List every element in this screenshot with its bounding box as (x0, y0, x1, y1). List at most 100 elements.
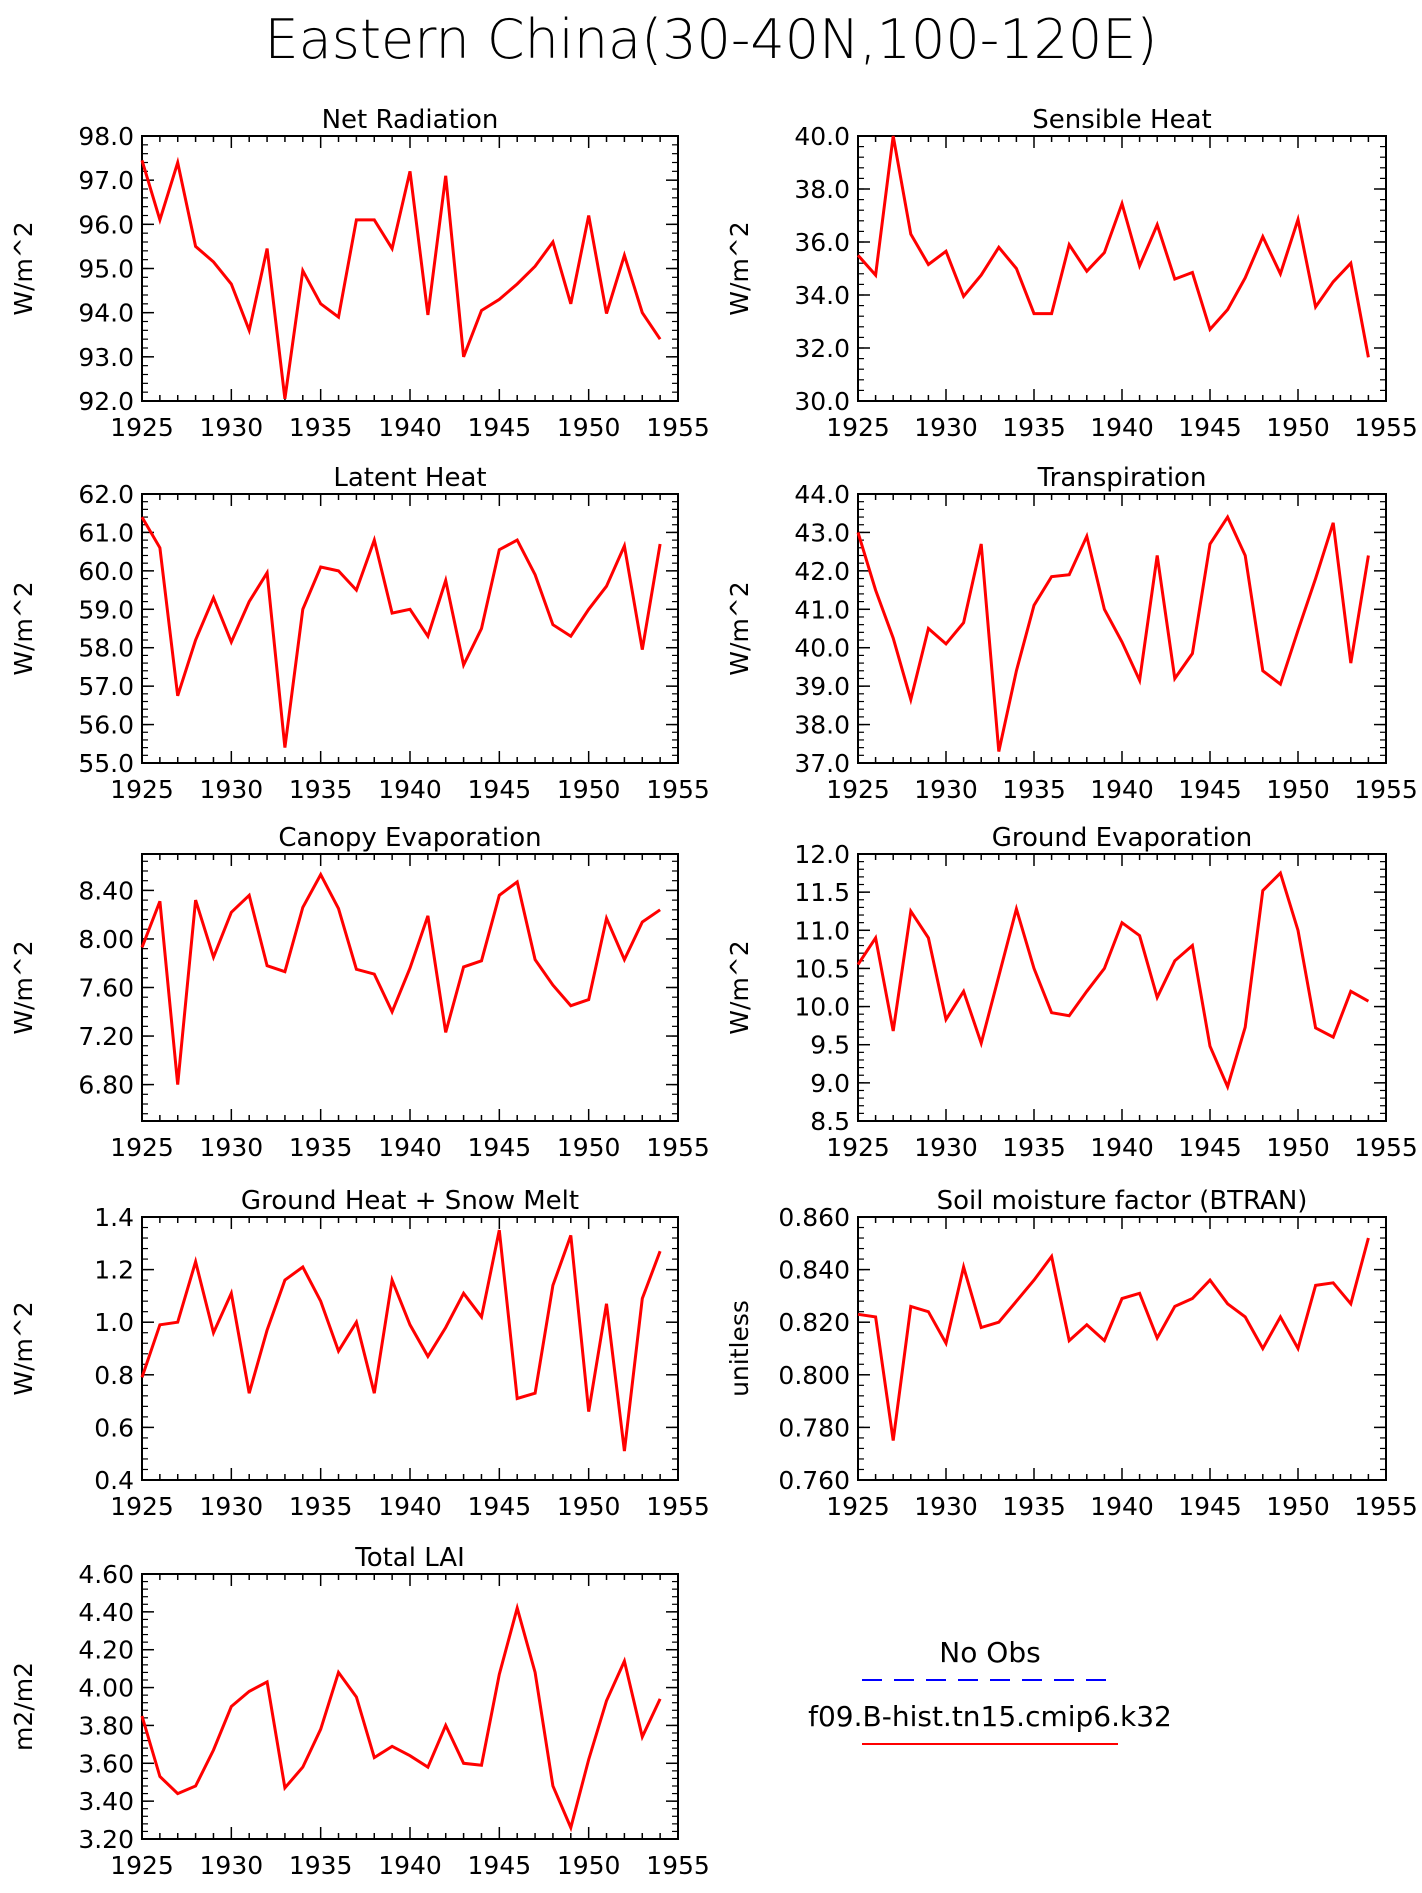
x-tick-label: 1940 (1090, 775, 1154, 804)
panel-title: Sensible Heat (1032, 105, 1211, 135)
x-tick-label: 1955 (1354, 413, 1418, 442)
y-tick-label: 3.40 (78, 1787, 134, 1816)
plot-frame (141, 1573, 679, 1840)
x-tick-label: 1940 (378, 1133, 442, 1162)
y-axis-label: W/m^2 (725, 940, 754, 1034)
panel-total-lai: Total LAI m2/m2 1925 1930 1935 1940 1945 1950 19… (9, 1543, 710, 1880)
x-tick-label: 1940 (1090, 413, 1154, 442)
x-tick-label: 1930 (914, 413, 978, 442)
series-line-ground-heat-snow-melt (140, 1229, 662, 1452)
y-tick-label: 94.0 (78, 299, 134, 328)
y-tick-label: 40.0 (794, 634, 850, 663)
y-tick-label: 1.4 (94, 1203, 134, 1232)
x-tick-label: 1945 (1178, 1492, 1242, 1521)
y-axis-label: W/m^2 (9, 1301, 38, 1395)
y-tick-label: 4.20 (78, 1636, 134, 1665)
x-tick-label: 1950 (557, 1851, 621, 1880)
x-tick-label: 1930 (914, 1133, 978, 1162)
y-tick-label: 1.0 (94, 1308, 134, 1337)
y-tick-label: 62.0 (78, 480, 134, 509)
x-tick-label: 1925 (110, 1492, 174, 1521)
y-tick-label: 0.820 (778, 1308, 850, 1337)
x-tick-label: 1925 (826, 413, 890, 442)
panel-title: Canopy Evaporation (278, 823, 541, 853)
y-tick-label: 0.6 (94, 1413, 134, 1442)
y-tick-label: 60.0 (78, 557, 134, 586)
panel-title: Soil moisture factor (BTRAN) (937, 1186, 1308, 1216)
legend-label-model: f09.B-hist.tn15.cmip6.k32 (808, 1700, 1172, 1733)
y-tick-label: 3.80 (78, 1711, 134, 1740)
y-tick-label: 92.0 (78, 387, 134, 416)
panel-canopy-evaporation: Canopy Evaporation W/m^2 1925 1930 1935 1940 1… (9, 823, 710, 1162)
y-tick-label: 43.0 (794, 518, 850, 547)
panel-soil-moisture-factor-btran: Soil moisture factor (BTRAN) unitless 1925… (725, 1186, 1418, 1521)
y-tick-label: 98.0 (78, 122, 134, 151)
x-tick-label: 1925 (826, 1133, 890, 1162)
x-tick-label: 1950 (557, 413, 621, 442)
plot-frame (857, 1216, 1387, 1481)
x-tick-label: 1955 (1354, 1133, 1418, 1162)
panel-title: Ground Evaporation (992, 823, 1252, 853)
x-tick-label: 1940 (1090, 1133, 1154, 1162)
series-line-canopy-evaporation (140, 871, 661, 1085)
x-tick-label: 1950 (1266, 775, 1330, 804)
y-axis-label: W/m^2 (9, 940, 38, 1034)
plot-frame (141, 493, 679, 764)
y-tick-label: 44.0 (794, 480, 850, 509)
y-tick-label: 0.4 (94, 1466, 134, 1495)
y-tick-label: 6.80 (78, 1071, 134, 1100)
y-tick-label: 4.00 (78, 1674, 134, 1703)
x-tick-label: 1930 (200, 1492, 264, 1521)
x-tick-label: 1935 (1002, 1133, 1066, 1162)
x-tick-label: 1955 (646, 775, 710, 804)
x-tick-label: 1935 (289, 1492, 353, 1521)
x-tick-label: 1925 (826, 775, 890, 804)
y-tick-label: 10.0 (794, 993, 850, 1022)
y-tick-label: 34.0 (794, 281, 850, 310)
y-tick-label: 37.0 (794, 749, 850, 778)
y-tick-label: 0.800 (778, 1361, 850, 1390)
y-tick-label: 93.0 (78, 343, 134, 372)
x-tick-label: 1925 (110, 775, 174, 804)
x-tick-label: 1925 (826, 1492, 890, 1521)
x-tick-label: 1925 (110, 413, 174, 442)
legend-label-obs: No Obs (939, 1636, 1040, 1669)
x-tick-label: 1955 (646, 1133, 710, 1162)
y-axis-label: m2/m2 (9, 1662, 38, 1751)
y-tick-label: 41.0 (794, 595, 850, 624)
panels: Net Radiation W/m^2 1925 1930 1935 1940 1945 19… (9, 105, 1418, 1880)
y-tick-label: 57.0 (78, 672, 134, 701)
x-tick-label: 1955 (1354, 1492, 1418, 1521)
x-tick-label: 1940 (378, 1851, 442, 1880)
y-tick-label: 4.60 (78, 1560, 134, 1589)
y-tick-label: 3.60 (78, 1749, 134, 1778)
series-line-sensible-heat (856, 135, 1370, 358)
y-tick-label: 9.0 (810, 1069, 850, 1098)
x-tick-label: 1945 (468, 413, 532, 442)
y-tick-label: 39.0 (794, 672, 850, 701)
panel-title: Total LAI (354, 1543, 465, 1573)
y-tick-label: 59.0 (78, 595, 134, 624)
panel-title: Ground Heat + Snow Melt (241, 1186, 579, 1216)
x-tick-label: 1955 (646, 1492, 710, 1521)
panel-title: Latent Heat (333, 463, 486, 493)
x-tick-label: 1950 (557, 775, 621, 804)
y-tick-label: 8.5 (810, 1107, 850, 1136)
x-tick-label: 1950 (557, 1133, 621, 1162)
x-tick-label: 1945 (468, 1133, 532, 1162)
x-tick-label: 1925 (110, 1133, 174, 1162)
y-tick-label: 0.760 (778, 1466, 850, 1495)
series-line-ground-evaporation (856, 870, 1370, 1092)
x-tick-label: 1930 (200, 1133, 264, 1162)
x-tick-label: 1930 (914, 775, 978, 804)
y-tick-label: 1.2 (94, 1256, 134, 1285)
y-tick-label: 12.0 (794, 840, 850, 869)
y-tick-label: 8.40 (78, 876, 134, 905)
x-tick-label: 1930 (200, 413, 264, 442)
x-tick-label: 1945 (1178, 775, 1242, 804)
plot-frame (857, 493, 1387, 764)
x-tick-label: 1940 (378, 775, 442, 804)
y-tick-label: 42.0 (794, 557, 850, 586)
x-tick-label: 1935 (289, 413, 353, 442)
